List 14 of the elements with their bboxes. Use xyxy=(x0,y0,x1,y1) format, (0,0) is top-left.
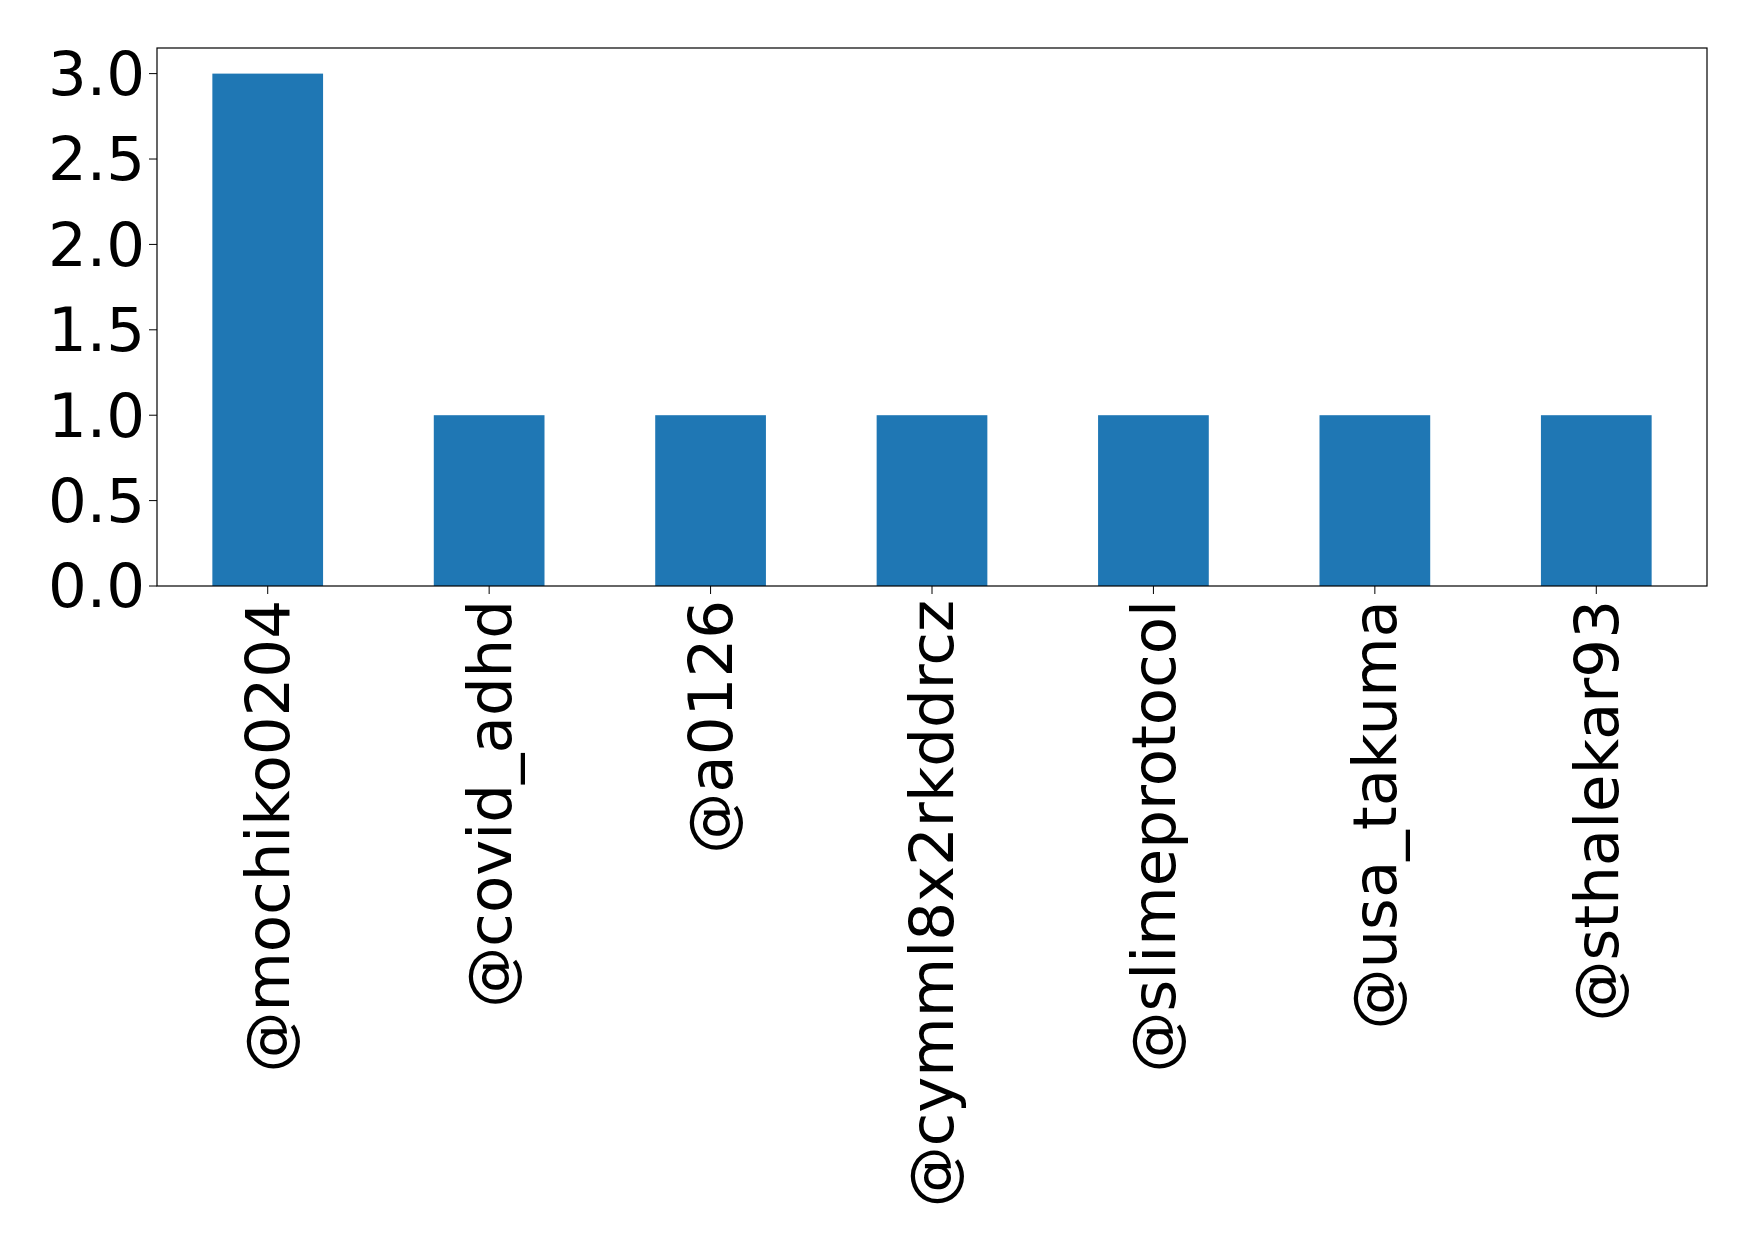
y-tick-label: 2.0 xyxy=(47,208,145,280)
y-tick-label: 0.0 xyxy=(47,550,145,622)
y-tick-label: 1.5 xyxy=(47,294,145,366)
y-tick-label: 2.5 xyxy=(47,123,145,195)
y-tick-label: 0.5 xyxy=(47,464,145,536)
x-tick-label: @a0126 xyxy=(674,600,746,854)
x-tick-label: @covid_adhd xyxy=(453,600,525,1008)
x-tick-label: @usa_takuma xyxy=(1339,600,1411,1030)
x-tick-label: @cymml8x2rkddrcz xyxy=(896,600,968,1208)
x-tick-label: @slimeprotocol xyxy=(1117,600,1189,1073)
y-tick-label: 3.0 xyxy=(47,37,145,109)
x-tick-label: @sthalekar93 xyxy=(1560,600,1632,1022)
x-tick-label: @mochiko0204 xyxy=(232,600,304,1073)
y-tick-label: 1.0 xyxy=(47,379,145,451)
